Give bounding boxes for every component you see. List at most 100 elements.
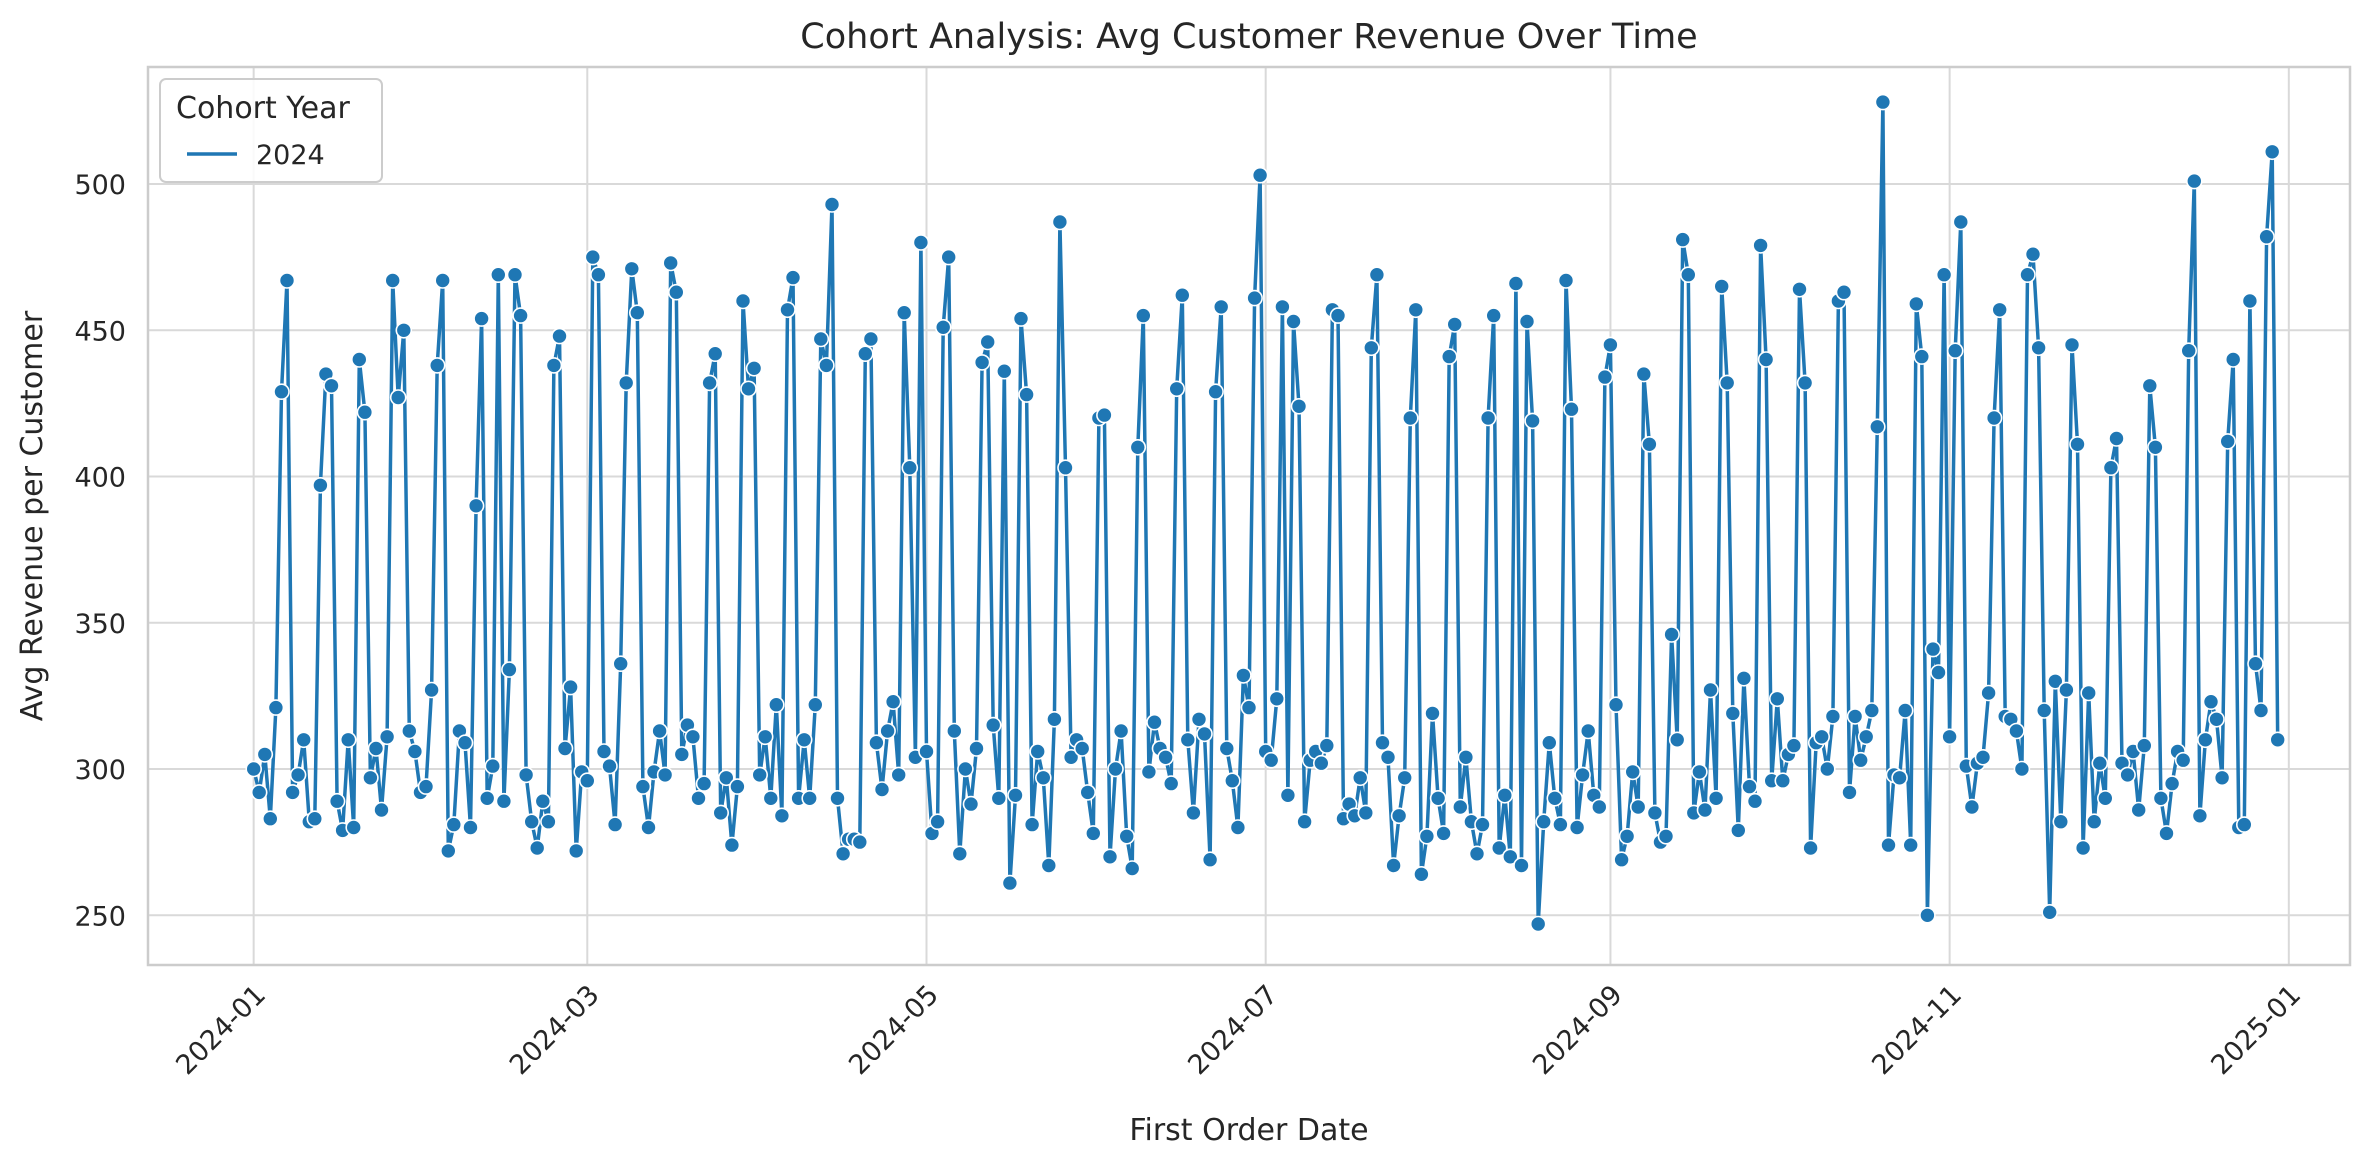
data-point	[473, 310, 490, 327]
data-point	[1073, 740, 1091, 757]
data-point	[773, 807, 791, 825]
data-point	[945, 722, 963, 740]
data-point	[1240, 699, 1258, 716]
data-point	[834, 845, 852, 863]
data-point	[1146, 713, 1163, 731]
data-point	[879, 722, 896, 740]
data-point	[1402, 409, 1419, 427]
data-point	[1435, 825, 1452, 842]
data-point	[729, 778, 746, 795]
data-point	[667, 283, 685, 301]
data-point	[1485, 307, 1502, 324]
data-point	[1179, 731, 1197, 749]
data-point	[695, 775, 713, 792]
data-point	[2152, 789, 2170, 807]
data-point	[779, 301, 796, 319]
data-point	[628, 304, 646, 322]
data-point	[812, 330, 830, 348]
data-point	[517, 766, 535, 784]
data-point	[1846, 708, 1864, 725]
data-point	[2258, 228, 2275, 245]
data-point	[1046, 710, 1063, 728]
data-point	[395, 321, 413, 339]
data-point	[1096, 406, 1113, 424]
data-point	[1869, 418, 1886, 436]
data-point	[2158, 825, 2175, 842]
data-point	[957, 760, 974, 778]
data-point	[1379, 748, 1397, 766]
data-point	[1396, 769, 1413, 787]
data-point	[1930, 664, 1947, 681]
data-point	[2163, 775, 2181, 792]
data-point	[1285, 313, 1302, 330]
data-point	[723, 836, 741, 854]
data-point	[1135, 307, 1152, 324]
data-point	[1374, 734, 1391, 752]
data-point	[1502, 848, 1519, 866]
data-point	[545, 357, 563, 374]
data-point	[278, 272, 296, 289]
data-point	[1963, 798, 1981, 816]
data-point	[1168, 380, 1185, 398]
data-point	[651, 722, 668, 740]
data-point	[489, 266, 507, 284]
data-point	[1730, 822, 1747, 839]
data-point	[1541, 734, 1558, 752]
data-point	[2202, 693, 2220, 711]
data-point	[1452, 798, 1469, 816]
plot-frame	[146, 65, 2352, 967]
data-point	[1429, 789, 1447, 807]
data-point	[284, 784, 301, 801]
data-point	[528, 839, 546, 857]
data-point	[1424, 705, 1441, 722]
data-point	[2147, 438, 2164, 456]
data-point	[2263, 143, 2281, 161]
data-point	[2186, 172, 2203, 190]
data-point	[762, 789, 780, 807]
data-point	[1913, 348, 1931, 365]
data-point	[1190, 710, 1208, 728]
data-point	[584, 248, 602, 266]
data-point	[306, 810, 324, 828]
data-point	[406, 743, 424, 760]
data-point	[2047, 672, 2064, 690]
data-point	[506, 266, 524, 284]
data-point	[1535, 813, 1552, 831]
data-point	[734, 292, 752, 310]
data-point	[417, 778, 435, 795]
data-point	[1568, 819, 1586, 836]
data-point	[918, 743, 935, 760]
data-point	[2058, 681, 2075, 699]
data-point	[1023, 816, 1041, 833]
data-point	[862, 330, 880, 348]
data-point	[2136, 737, 2153, 754]
data-point	[1101, 848, 1119, 866]
data-point	[873, 781, 891, 798]
y-tick-label: 250	[74, 901, 126, 932]
data-point	[1296, 813, 1313, 831]
data-point	[806, 696, 824, 714]
data-point	[1919, 906, 1936, 924]
data-point	[1785, 737, 1803, 754]
data-point	[1529, 915, 1547, 933]
data-point	[1207, 383, 1224, 401]
data-point	[1218, 740, 1236, 757]
data-point	[784, 269, 802, 286]
data-point	[1880, 836, 1897, 854]
data-point	[1468, 845, 1486, 863]
data-point	[1390, 807, 1408, 825]
data-point	[1896, 702, 1914, 719]
data-point	[1924, 640, 1942, 658]
data-point	[512, 307, 529, 324]
data-point	[1713, 278, 1730, 295]
data-point	[1118, 827, 1135, 845]
data-point	[684, 728, 702, 746]
data-point	[2174, 751, 2192, 769]
data-point	[912, 234, 930, 251]
data-point	[595, 743, 613, 760]
data-point	[1446, 316, 1463, 333]
data-point	[250, 784, 268, 801]
data-point	[1279, 786, 1297, 804]
data-point	[1741, 778, 1758, 795]
data-point	[940, 248, 958, 266]
